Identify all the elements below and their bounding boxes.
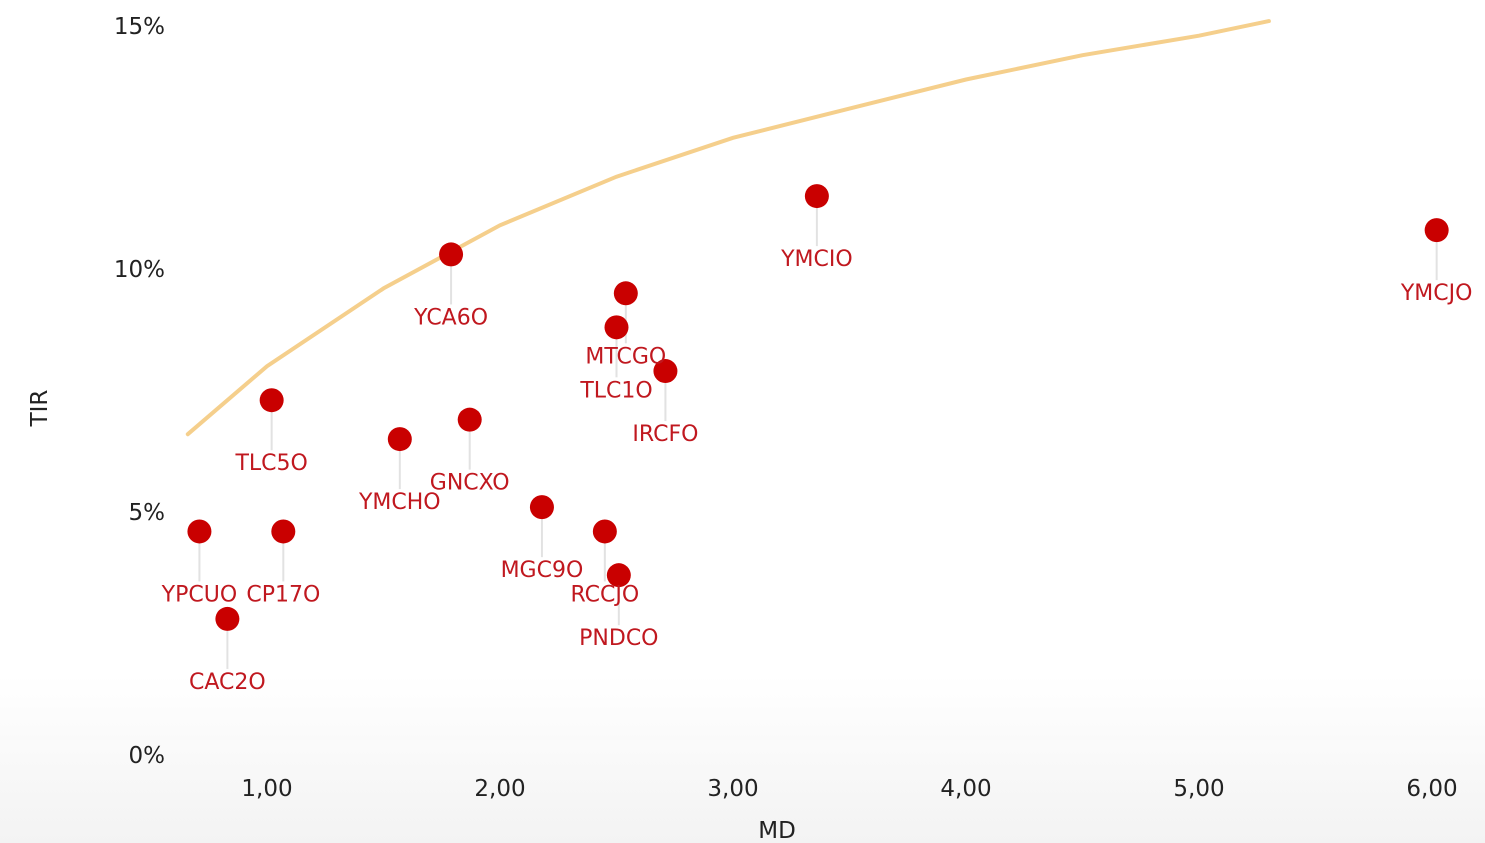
data-point (606, 563, 631, 588)
point-label: IRCFO (632, 422, 698, 447)
data-points (187, 184, 1449, 631)
data-point (653, 359, 678, 384)
point-label: YCA6O (413, 305, 488, 330)
x-axis-ticks: 1,00 2,00 3,00 4,00 5,00 6,00 (241, 776, 1457, 802)
data-point (271, 519, 296, 544)
data-point (529, 495, 554, 520)
x-tick-label: 5,00 (1173, 776, 1224, 802)
data-point (604, 315, 629, 340)
data-point (592, 519, 617, 544)
data-point (457, 407, 482, 432)
data-point (439, 242, 464, 267)
point-label: MGC9O (501, 558, 584, 583)
data-point (387, 427, 412, 452)
point-label: CP17O (246, 582, 320, 607)
y-tick-label: 5% (129, 500, 166, 526)
point-label: MTCGO (585, 344, 666, 369)
point-label: PNDCO (579, 626, 658, 651)
y-axis-ticks: 0% 5% 10% 15% (114, 14, 165, 769)
data-point (187, 519, 212, 544)
y-tick-label: 10% (114, 257, 165, 283)
trend-curve (185, 19, 1271, 437)
point-label: YPCUO (161, 582, 238, 607)
data-point (804, 184, 829, 209)
data-point (1424, 218, 1449, 243)
point-labels: YCA6O YMCIO YMCJO TLC1O MTCGO IRCFO TLC5O YMCHO… (161, 247, 1473, 695)
y-tick-label: 0% (129, 743, 166, 769)
data-point (215, 606, 240, 631)
y-tick-label: 15% (114, 14, 165, 40)
x-axis-title: MD (758, 818, 796, 843)
point-label: RCCJO (570, 582, 639, 607)
point-label: YMCJO (1400, 281, 1473, 306)
point-label: TLC1O (579, 378, 652, 403)
data-point (613, 281, 638, 306)
x-tick-label: 6,00 (1406, 776, 1457, 802)
x-tick-label: 4,00 (940, 776, 991, 802)
point-label: YMCHO (358, 490, 441, 515)
x-tick-label: 2,00 (474, 776, 525, 802)
point-label: GNCXO (430, 471, 510, 496)
point-label: YMCIO (780, 247, 853, 272)
x-tick-label: 1,00 (241, 776, 292, 802)
y-axis-title: TIR (27, 390, 53, 428)
x-tick-label: 3,00 (707, 776, 758, 802)
data-point (259, 388, 284, 413)
point-label: TLC5O (234, 451, 307, 476)
point-label: CAC2O (189, 670, 266, 695)
